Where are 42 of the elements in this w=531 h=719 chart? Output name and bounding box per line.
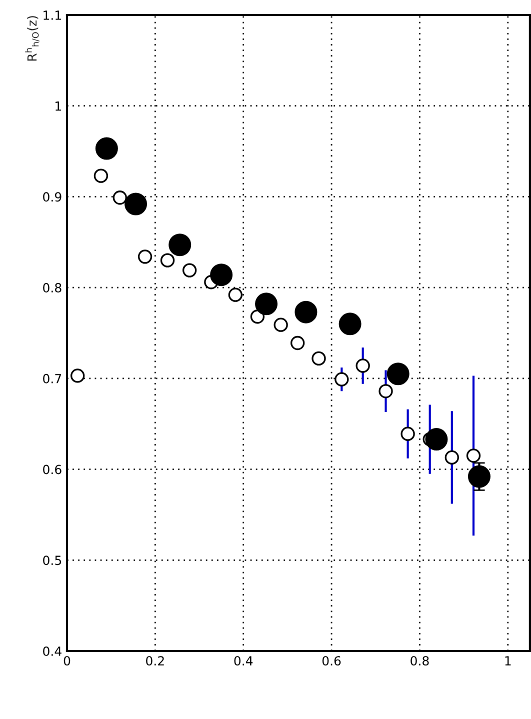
point	[290, 336, 305, 350]
point	[70, 368, 85, 383]
y-tick-label: 0.8	[43, 283, 62, 292]
point	[378, 384, 393, 398]
point	[255, 292, 278, 316]
point	[468, 465, 490, 488]
y-tick-label: 0.9	[43, 192, 62, 202]
y-tick-label: 0.6	[43, 464, 62, 474]
point	[124, 192, 148, 216]
point	[338, 312, 362, 336]
point	[334, 372, 349, 386]
point	[312, 351, 326, 366]
point	[182, 263, 197, 278]
point	[112, 190, 127, 205]
y-tick-label: 0.4	[43, 646, 62, 656]
x-tick-label: 0.2	[146, 656, 164, 666]
point	[94, 168, 108, 183]
point	[274, 318, 288, 332]
point	[95, 137, 118, 160]
x-tick-label: 0	[64, 656, 70, 666]
point	[400, 426, 415, 441]
point	[160, 253, 175, 268]
x-tick-label: 1	[505, 656, 511, 666]
point	[294, 300, 318, 324]
point	[168, 234, 192, 256]
y-tick-label: 0.7	[43, 374, 62, 384]
point	[466, 448, 481, 463]
point	[425, 428, 448, 451]
point	[386, 362, 410, 386]
y-tick-label: 1	[56, 101, 61, 111]
point	[138, 250, 152, 264]
x-tick-label: 0.6	[322, 656, 341, 666]
point	[250, 310, 265, 324]
y-tick-label: 0.5	[43, 556, 62, 566]
x-tick-label: 0.8	[410, 656, 429, 666]
point	[444, 450, 459, 465]
y-axis-title: R$^{h}$$_{h/O}$(z)	[25, 16, 40, 61]
point	[228, 288, 243, 302]
point	[210, 264, 233, 286]
y-tick-label: 1.1	[44, 10, 61, 20]
point	[356, 358, 370, 373]
x-tick-label: 0.4	[234, 656, 253, 666]
